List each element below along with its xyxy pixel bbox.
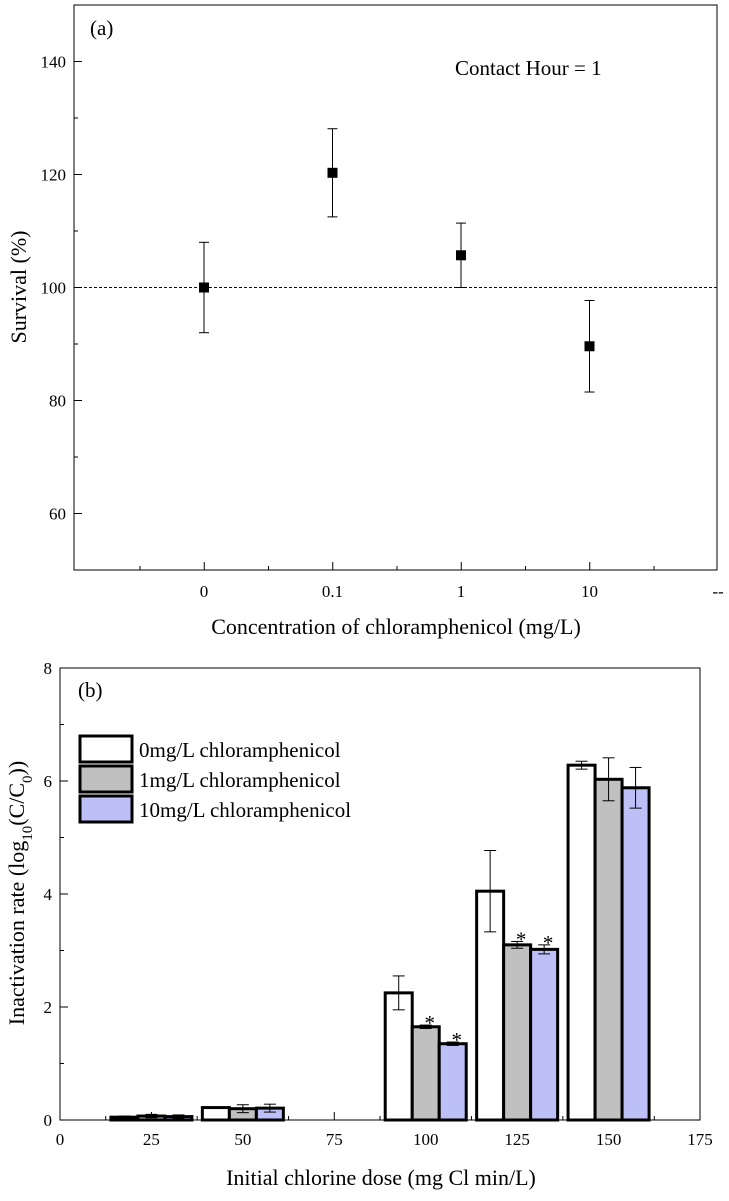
panel-b-legend-label: 1mg/L chloramphenicol [139,768,341,792]
panel-a-x-axis-label: Concentration of chloramphenicol (mg/L) [211,614,581,639]
panel-b-x-tick-label: 25 [143,1130,160,1149]
panel-a-data-point [199,282,209,293]
panel-b-bar [200,1106,231,1122]
panel-b-x-tick-label: 100 [413,1130,439,1149]
panel-b-bar [529,947,560,1122]
panel-b-significance-mark: * [516,927,527,951]
panel-b-bar [410,1025,441,1122]
panel-b-x-tick-label: 0 [56,1130,65,1149]
panel-b-bar [593,777,624,1122]
panel-b-y-tick-label: 0 [44,1111,53,1130]
panel-a-y-tick-label: 140 [41,53,67,72]
panel-b-plot: 0 2 4 6 8 0 25 50 75 100 125 150 175 * * * * 0mg/L chlora… [44,659,713,1149]
panel-a-label: (a) [90,16,113,40]
panel-b-x-tick-label: 175 [687,1130,713,1149]
panel-b-bar [437,1042,468,1122]
panel-b-y-tick-label: 6 [44,772,53,791]
panel-a-y-tick-label: 60 [49,505,66,524]
panel-b-bar [502,943,533,1122]
panel-a-plot: 60 80 100 120 140 0 0.1 1 10 -- [41,4,724,601]
panel-b-bar [620,786,651,1122]
panel-b-legend-swatch [78,794,134,824]
panel-b-x-tick-label: 50 [234,1130,251,1149]
panel-a-x-tick-label: 0 [200,582,209,601]
panel-b-significance-mark: * [424,1011,435,1035]
panel-a-y-tick-label: 80 [49,392,66,411]
panel-b-x-tick-label: 75 [326,1130,343,1149]
panel-b-bar [566,763,597,1122]
panel-a-annotation: Contact Hour = 1 [455,56,602,80]
panel-b-legend-label: 10mg/L chloramphenicol [139,798,351,822]
panel-a-x-tick-label: 1 [457,582,466,601]
panel-b-x-tick-label: 150 [596,1130,622,1149]
panel-b-label: (b) [78,678,103,702]
panel-b-x-axis-label: Initial chlorine dose (mg Cl min/L) [226,1165,536,1190]
panel-b-y-tick-label: 8 [44,659,53,678]
panel-b-legend-label: 0mg/L chloramphenicol [139,738,341,762]
panel-a-y-axis-label: Survival (%) [6,230,31,343]
panel-b-legend-swatch [78,734,134,764]
panel-a-data-point [327,167,338,178]
panel-a-x-tick-label: 10 [581,582,598,601]
panel-b-y-tick-label: 2 [44,998,53,1017]
panel-b-x-tick-label: 125 [504,1130,530,1149]
panel-b-y-axis-label: Inactivation rate (log10(C/C0)) [4,761,36,1025]
panel-a-y-tick-label: 100 [41,279,67,298]
panel-a-data-point [456,250,466,261]
panel-b-legend-swatch [78,764,134,794]
panel-b-significance-mark: * [543,931,554,955]
panel-b-y-tick-label: 4 [44,885,53,904]
panel-a-data-point [584,341,595,352]
panel-a-x-tick-label: -- [712,582,724,601]
panel-b-bar [383,991,414,1122]
panel-b-significance-mark: * [451,1028,462,1052]
panel-a-y-tick-label: 120 [41,166,67,185]
panel-a-x-tick-label: 0.1 [322,582,343,601]
